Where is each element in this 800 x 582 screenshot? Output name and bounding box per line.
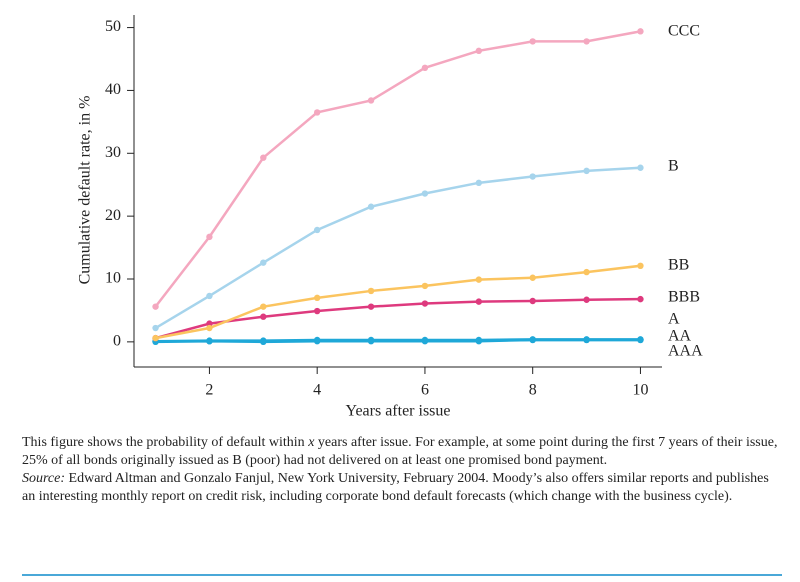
caption-italic: x (308, 435, 315, 450)
series-label: B (668, 158, 679, 175)
y-tick-label: 0 (113, 333, 121, 350)
data-point (637, 295, 644, 303)
data-point (206, 324, 213, 332)
data-point (529, 38, 536, 45)
data-point (475, 336, 483, 344)
data-point (367, 303, 375, 310)
data-point (313, 109, 321, 116)
data-point (206, 292, 213, 300)
data-point (637, 164, 644, 171)
data-point (367, 287, 375, 295)
data-point (637, 262, 644, 269)
y-axis-label: Cumulative default rate, in % (77, 96, 94, 285)
data-point (313, 294, 321, 302)
data-point (367, 97, 375, 104)
caption-part: years after issue. For example, at some … (22, 435, 778, 468)
series-line (154, 166, 641, 330)
source-body: Edward Altman and Gonzalo Fanjul, New Yo… (22, 471, 769, 504)
chart: Years after issue Cumulative default rat… (77, 15, 703, 420)
bottom-rule (22, 574, 782, 576)
data-point (421, 336, 429, 344)
data-point (475, 276, 483, 283)
data-point (260, 259, 267, 266)
data-point (367, 336, 375, 344)
data-point (260, 337, 267, 344)
series-line (155, 264, 641, 340)
series-label: AAA (668, 343, 703, 360)
data-point (637, 336, 644, 343)
data-point (313, 307, 321, 315)
y-tick-label: 20 (105, 207, 121, 224)
data-point (152, 324, 159, 332)
data-point (529, 173, 536, 180)
series-label: A (668, 311, 680, 328)
data-point (152, 334, 159, 342)
caption-text: This figure shows the probability of def… (22, 434, 782, 470)
data-point (421, 300, 429, 307)
source-text: Source: Edward Altman and Gonzalo Fanjul… (22, 470, 782, 506)
data-point (529, 274, 536, 281)
series-label: AA (668, 328, 692, 345)
data-point (583, 296, 590, 303)
data-point (260, 303, 267, 310)
data-point (313, 226, 321, 234)
data-point (206, 320, 213, 327)
x-tick-label: 4 (313, 382, 321, 399)
series-label: BB (668, 257, 689, 274)
data-point (529, 297, 536, 305)
data-point (529, 336, 536, 343)
source-label: Source: (22, 471, 66, 486)
data-point (637, 28, 644, 35)
series-line (155, 338, 641, 343)
series-line (154, 30, 641, 308)
data-point (152, 303, 159, 310)
data-point (583, 268, 590, 276)
data-point (421, 282, 429, 290)
x-tick-label: 8 (529, 382, 537, 399)
y-tick-label: 10 (105, 270, 121, 287)
data-point (313, 336, 321, 344)
data-point (421, 190, 429, 197)
x-tick-label: 2 (205, 382, 213, 399)
data-point (475, 47, 483, 55)
data-point (583, 336, 590, 343)
data-point (475, 298, 483, 305)
data-point (475, 179, 483, 187)
data-point (583, 167, 590, 175)
data-point (583, 38, 590, 45)
data-point (206, 337, 213, 344)
series-line (155, 297, 641, 340)
x-axis-label: Years after issue (345, 403, 450, 420)
data-point (421, 64, 429, 72)
data-point (260, 154, 267, 161)
data-point (367, 203, 375, 210)
x-tick-label: 6 (421, 382, 429, 399)
data-point (206, 233, 213, 241)
series-label: CCC (668, 23, 700, 40)
series-label: BBB (668, 289, 700, 306)
y-tick-label: 40 (105, 81, 121, 98)
x-tick-label: 10 (632, 382, 648, 399)
y-tick-label: 50 (105, 18, 121, 35)
data-point (260, 313, 267, 320)
caption: This figure shows the probability of def… (22, 434, 782, 506)
y-tick-label: 30 (105, 144, 121, 161)
caption-part: This figure shows the probability of def… (22, 435, 309, 450)
